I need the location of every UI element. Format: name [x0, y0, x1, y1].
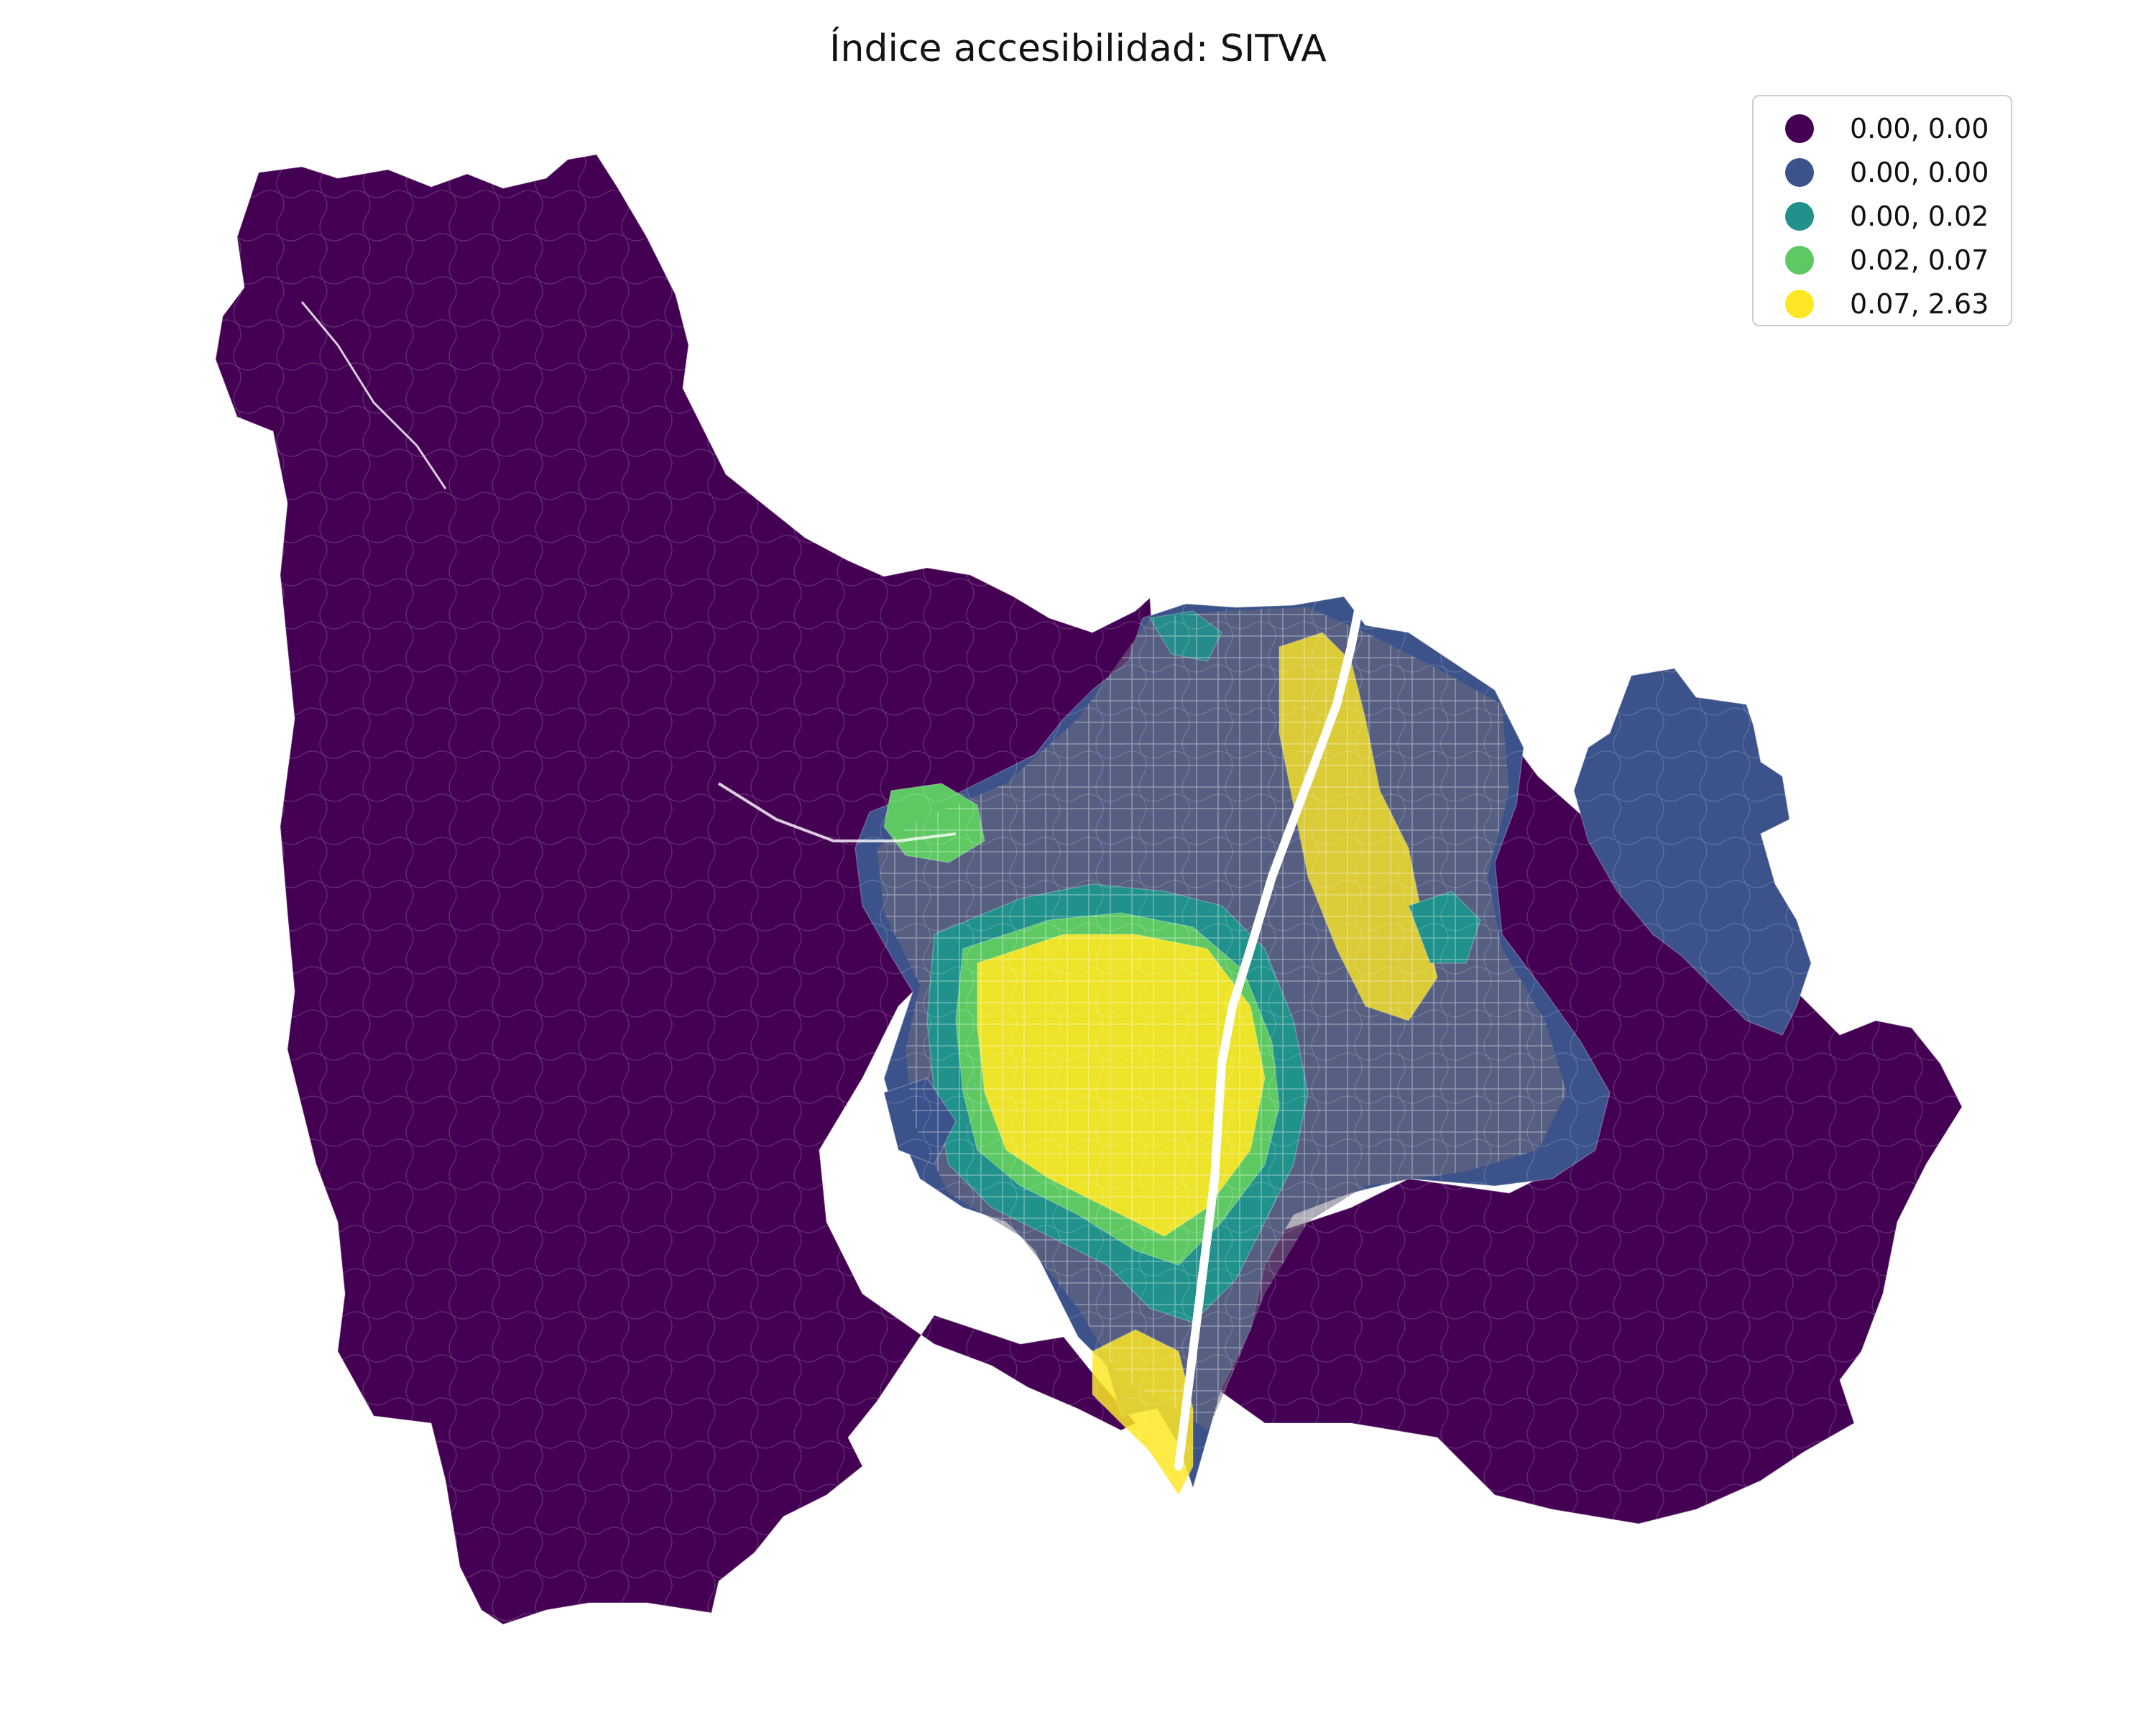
legend-label: 0.07, 2.63: [1850, 288, 1989, 320]
legend-label: 0.02, 0.07: [1850, 244, 1989, 276]
legend-label: 0.00, 0.00: [1850, 112, 1989, 144]
legend-marker: [1785, 201, 1814, 231]
legend-item: 0.00, 0.00: [1754, 150, 2011, 194]
urban-street-network: [877, 607, 1567, 1430]
legend-item: 0.00, 0.00: [1754, 106, 2011, 150]
legend-marker: [1785, 114, 1814, 143]
legend-item: 0.07, 2.63: [1754, 282, 2011, 326]
tributary: [717, 782, 957, 842]
legend-marker: [1785, 289, 1814, 318]
legend-item: 0.00, 0.02: [1754, 194, 2011, 238]
legend-marker: [1785, 157, 1814, 187]
legend: 0.00, 0.00 0.00, 0.00 0.00, 0.02 0.02, 0…: [1752, 95, 2012, 326]
legend-marker: [1785, 245, 1814, 275]
legend-label: 0.00, 0.00: [1850, 156, 1989, 188]
river: [1174, 589, 1366, 1471]
legend-item: 0.02, 0.07: [1754, 238, 2011, 282]
legend-label: 0.00, 0.02: [1850, 200, 1989, 232]
tributary: [300, 301, 447, 489]
